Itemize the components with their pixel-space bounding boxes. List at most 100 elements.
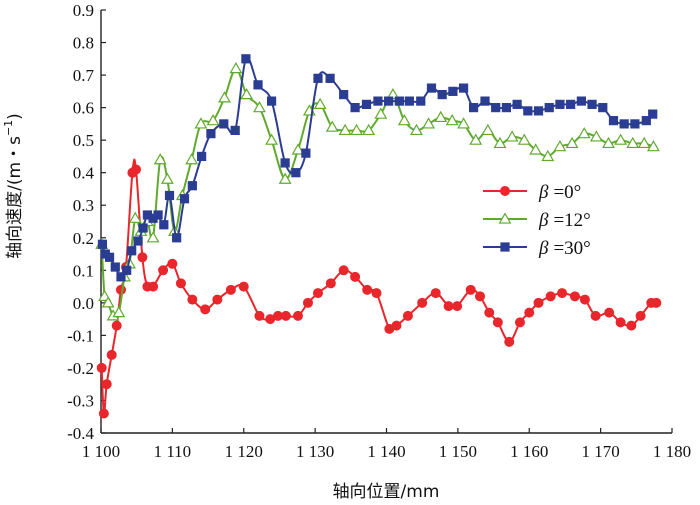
data-point <box>350 271 361 282</box>
data-point <box>278 172 292 184</box>
data-point <box>523 106 533 116</box>
data-point <box>566 99 576 109</box>
legend-marker <box>498 212 512 224</box>
data-point <box>651 297 662 308</box>
data-point <box>480 96 490 106</box>
data-point <box>138 223 148 233</box>
data-point <box>373 96 383 106</box>
data-point <box>312 288 323 299</box>
data-point <box>541 149 555 162</box>
data-point <box>187 181 197 191</box>
data-point <box>417 297 428 308</box>
data-point <box>391 320 402 331</box>
data-point <box>362 123 376 136</box>
legend-value: =0° <box>553 182 581 203</box>
data-point <box>517 133 531 145</box>
data-point <box>206 114 220 126</box>
legend-symbol: β <box>538 238 549 259</box>
data-point <box>641 116 651 126</box>
data-point <box>626 320 637 331</box>
data-point <box>158 265 169 276</box>
data-point <box>533 106 544 116</box>
y-tick-label: -0.2 <box>67 359 94 378</box>
data-point <box>589 130 603 142</box>
data-point <box>325 73 335 83</box>
data-point <box>504 336 515 347</box>
data-point <box>452 301 463 312</box>
data-point <box>493 136 507 149</box>
data-point <box>101 379 112 390</box>
data-point <box>313 73 323 83</box>
data-point <box>457 117 471 129</box>
data-point <box>175 278 186 289</box>
data-point <box>219 119 229 129</box>
data-point <box>338 123 352 136</box>
y-axis-title-close: ) <box>5 113 25 120</box>
data-point <box>630 119 640 129</box>
data-point <box>434 110 448 123</box>
x-tick-label: 1 160 <box>510 442 548 461</box>
legend-symbol: β <box>538 182 549 203</box>
data-point <box>576 96 586 106</box>
y-tick-label: 0.4 <box>73 164 95 183</box>
data-point <box>160 172 174 184</box>
data-point <box>553 140 567 152</box>
data-point <box>648 109 658 119</box>
data-point <box>254 310 265 321</box>
legend-entry-0: β =0° <box>483 182 581 203</box>
data-point <box>598 103 608 113</box>
data-point <box>475 291 486 302</box>
data-point <box>111 320 122 331</box>
y-tick-label: 0.2 <box>73 229 94 248</box>
data-point <box>313 97 327 110</box>
data-point <box>437 90 447 100</box>
data-point <box>301 148 311 158</box>
axes: -0.4 -0.3 -0.2 -0.1 0.0 0.1 0.2 0.3 0.4 0.5 0.6 0.7… <box>67 1 691 461</box>
x-tick-label: 1 120 <box>225 442 263 461</box>
data-point <box>402 310 413 321</box>
data-point <box>491 103 501 113</box>
legend-value: =12° <box>553 210 590 231</box>
data-point <box>133 236 143 246</box>
y-axis-title: 轴向速度/(m・s−1) <box>2 113 25 259</box>
data-point <box>361 99 372 109</box>
data-point <box>416 96 426 106</box>
data-point <box>338 265 349 276</box>
data-point <box>492 317 503 328</box>
data-point <box>422 117 436 129</box>
data-point <box>167 258 178 269</box>
legend-label: β =0° <box>538 182 581 203</box>
data-point <box>635 310 646 321</box>
data-point <box>97 239 108 249</box>
data-point <box>443 301 454 312</box>
data-point <box>637 136 651 149</box>
data-point <box>116 272 126 282</box>
legend-entry-2: β =30° <box>483 238 591 259</box>
data-point <box>339 90 349 100</box>
data-point <box>241 54 251 64</box>
data-point <box>587 99 597 109</box>
data-point <box>626 136 640 149</box>
y-tick-label: -0.1 <box>67 326 94 345</box>
data-point <box>291 143 305 155</box>
data-point <box>266 96 277 106</box>
data-point <box>647 140 660 152</box>
data-point <box>590 310 601 321</box>
data-point <box>253 101 266 113</box>
data-point <box>253 80 263 90</box>
data-point <box>101 296 115 308</box>
data-point <box>615 317 626 328</box>
x-tick-label: 1 150 <box>439 442 477 461</box>
data-point <box>104 252 115 262</box>
x-tick-label: 1 170 <box>582 442 620 461</box>
data-point <box>122 265 132 275</box>
data-point <box>302 297 313 308</box>
data-point <box>197 151 207 162</box>
y-tick-label: 0.5 <box>73 131 94 150</box>
data-point <box>206 129 216 139</box>
data-point <box>604 307 615 318</box>
legend-label: β =30° <box>538 238 591 259</box>
data-point <box>164 190 175 201</box>
data-point <box>565 136 579 149</box>
